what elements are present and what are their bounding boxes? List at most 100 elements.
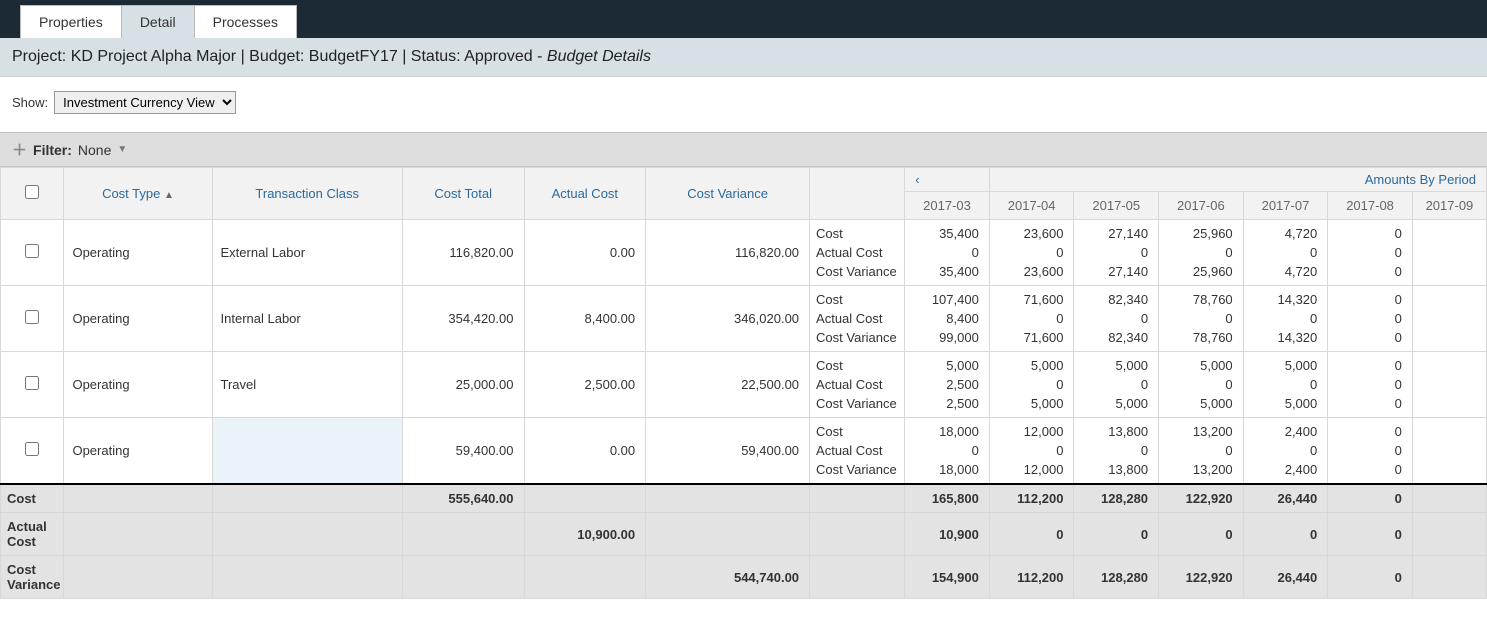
cell-period: 71,600071,600 (989, 286, 1074, 352)
cell-period: 5,00005,000 (1243, 352, 1328, 418)
total-period: 112,200 (989, 556, 1074, 599)
cell-cost-variance: 59,400.00 (646, 418, 810, 485)
total-empty (524, 484, 646, 513)
cell-actual-cost: 8,400.00 (524, 286, 646, 352)
total-period: 0 (1328, 484, 1413, 513)
cell-period: 13,200013,200 (1159, 418, 1244, 485)
cell-cost-type: Operating (64, 286, 212, 352)
row-checkbox[interactable] (25, 442, 39, 456)
total-period: 26,440 (1243, 556, 1328, 599)
col-cost-variance[interactable]: Cost Variance (646, 168, 810, 220)
total-period: 0 (989, 513, 1074, 556)
total-row-variance: CostVariance544,740.00154,900112,200128,… (1, 556, 1487, 599)
total-period: 0 (1159, 513, 1244, 556)
cell-period: 000 (1328, 352, 1413, 418)
table-row: OperatingExternal Labor116,820.000.00116… (1, 220, 1487, 286)
total-empty (646, 513, 810, 556)
subheader-status-prefix: Status: (411, 48, 461, 65)
cell-transaction-class[interactable]: Internal Labor (212, 286, 402, 352)
tab-detail[interactable]: Detail (122, 5, 195, 38)
cell-period: 5,00005,000 (989, 352, 1074, 418)
budget-grid: Cost Type ▲ Transaction Class Cost Total… (0, 167, 1487, 599)
show-select[interactable]: Investment Currency View (54, 91, 236, 114)
cell-transaction-class[interactable] (212, 418, 402, 485)
cell-metric-labels: CostActual CostCost Variance (810, 418, 905, 485)
tab-properties[interactable]: Properties (20, 5, 122, 38)
tab-processes[interactable]: Processes (195, 5, 297, 38)
total-label-actual: ActualCost (1, 513, 64, 556)
filter-dropdown-icon[interactable]: ▼ (117, 144, 127, 155)
cell-cost-type: Operating (64, 352, 212, 418)
row-checkbox[interactable] (25, 310, 39, 324)
col-actual-cost[interactable]: Actual Cost (524, 168, 646, 220)
cell-metric-labels: CostActual CostCost Variance (810, 220, 905, 286)
col-cost-type[interactable]: Cost Type ▲ (64, 168, 212, 220)
cell-period: 35,400035,400 (905, 220, 990, 286)
cell-period (1412, 418, 1486, 485)
cell-period: 2,40002,400 (1243, 418, 1328, 485)
cell-cost-type: Operating (64, 220, 212, 286)
filter-label: Filter: (33, 142, 72, 158)
total-label-variance: CostVariance (1, 556, 64, 599)
show-row: Show: Investment Currency View (0, 77, 1487, 132)
cell-period: 25,960025,960 (1159, 220, 1244, 286)
expand-filter-icon[interactable]: ＋ (12, 139, 27, 160)
period-2017-09[interactable]: 2017-09 (1412, 192, 1486, 220)
total-period: 26,440 (1243, 484, 1328, 513)
total-period (1412, 484, 1486, 513)
total-empty (212, 513, 402, 556)
total-empty (524, 556, 646, 599)
total-period: 112,200 (989, 484, 1074, 513)
total-period: 122,920 (1159, 484, 1244, 513)
cell-period: 000 (1328, 418, 1413, 485)
period-scroll-left[interactable]: ‹ (905, 168, 990, 192)
cell-period: 12,000012,000 (989, 418, 1074, 485)
cell-period (1412, 286, 1486, 352)
col-transaction-class[interactable]: Transaction Class (212, 168, 402, 220)
table-row: OperatingInternal Labor354,420.008,400.0… (1, 286, 1487, 352)
table-row: OperatingTravel25,000.002,500.0022,500.0… (1, 352, 1487, 418)
period-2017-03[interactable]: 2017-03 (905, 192, 990, 220)
cell-transaction-class[interactable]: Travel (212, 352, 402, 418)
row-checkbox-cell[interactable] (1, 286, 64, 352)
col-cost-total[interactable]: Cost Total (402, 168, 524, 220)
subheader-project: KD Project Alpha Major (71, 48, 236, 65)
page-subheader: Project: KD Project Alpha Major | Budget… (0, 38, 1487, 77)
top-tab-bar: Properties Detail Processes (0, 0, 1487, 38)
total-row-cost: Cost555,640.00165,800112,200128,280122,9… (1, 484, 1487, 513)
total-period (1412, 556, 1486, 599)
subheader-budget: BudgetFY17 (309, 48, 398, 65)
cell-actual-cost: 0.00 (524, 220, 646, 286)
select-all-checkbox[interactable] (25, 185, 39, 199)
row-checkbox[interactable] (25, 376, 39, 390)
row-checkbox[interactable] (25, 244, 39, 258)
cell-period (1412, 352, 1486, 418)
total-empty (810, 513, 905, 556)
row-checkbox-cell[interactable] (1, 418, 64, 485)
cell-period: 5,00005,000 (1074, 352, 1159, 418)
sep: - (537, 48, 547, 65)
cell-cost-total: 59,400.00 (402, 418, 524, 485)
total-empty (64, 484, 212, 513)
period-2017-04[interactable]: 2017-04 (989, 192, 1074, 220)
total-empty (64, 513, 212, 556)
col-metric-spacer (810, 168, 905, 220)
total-period (1412, 513, 1486, 556)
total-period: 10,900 (905, 513, 990, 556)
total-period: 128,280 (1074, 556, 1159, 599)
sep: | (241, 48, 250, 65)
cell-period: 23,600023,600 (989, 220, 1074, 286)
row-checkbox-cell[interactable] (1, 352, 64, 418)
cell-period: 000 (1328, 220, 1413, 286)
header-select-all[interactable] (1, 168, 64, 220)
cell-transaction-class[interactable]: External Labor (212, 220, 402, 286)
period-2017-07[interactable]: 2017-07 (1243, 192, 1328, 220)
cell-actual-cost: 2,500.00 (524, 352, 646, 418)
row-checkbox-cell[interactable] (1, 220, 64, 286)
cell-period: 5,0002,5002,500 (905, 352, 990, 418)
period-2017-05[interactable]: 2017-05 (1074, 192, 1159, 220)
period-2017-06[interactable]: 2017-06 (1159, 192, 1244, 220)
total-period: 128,280 (1074, 484, 1159, 513)
period-2017-08[interactable]: 2017-08 (1328, 192, 1413, 220)
total-period: 0 (1328, 513, 1413, 556)
